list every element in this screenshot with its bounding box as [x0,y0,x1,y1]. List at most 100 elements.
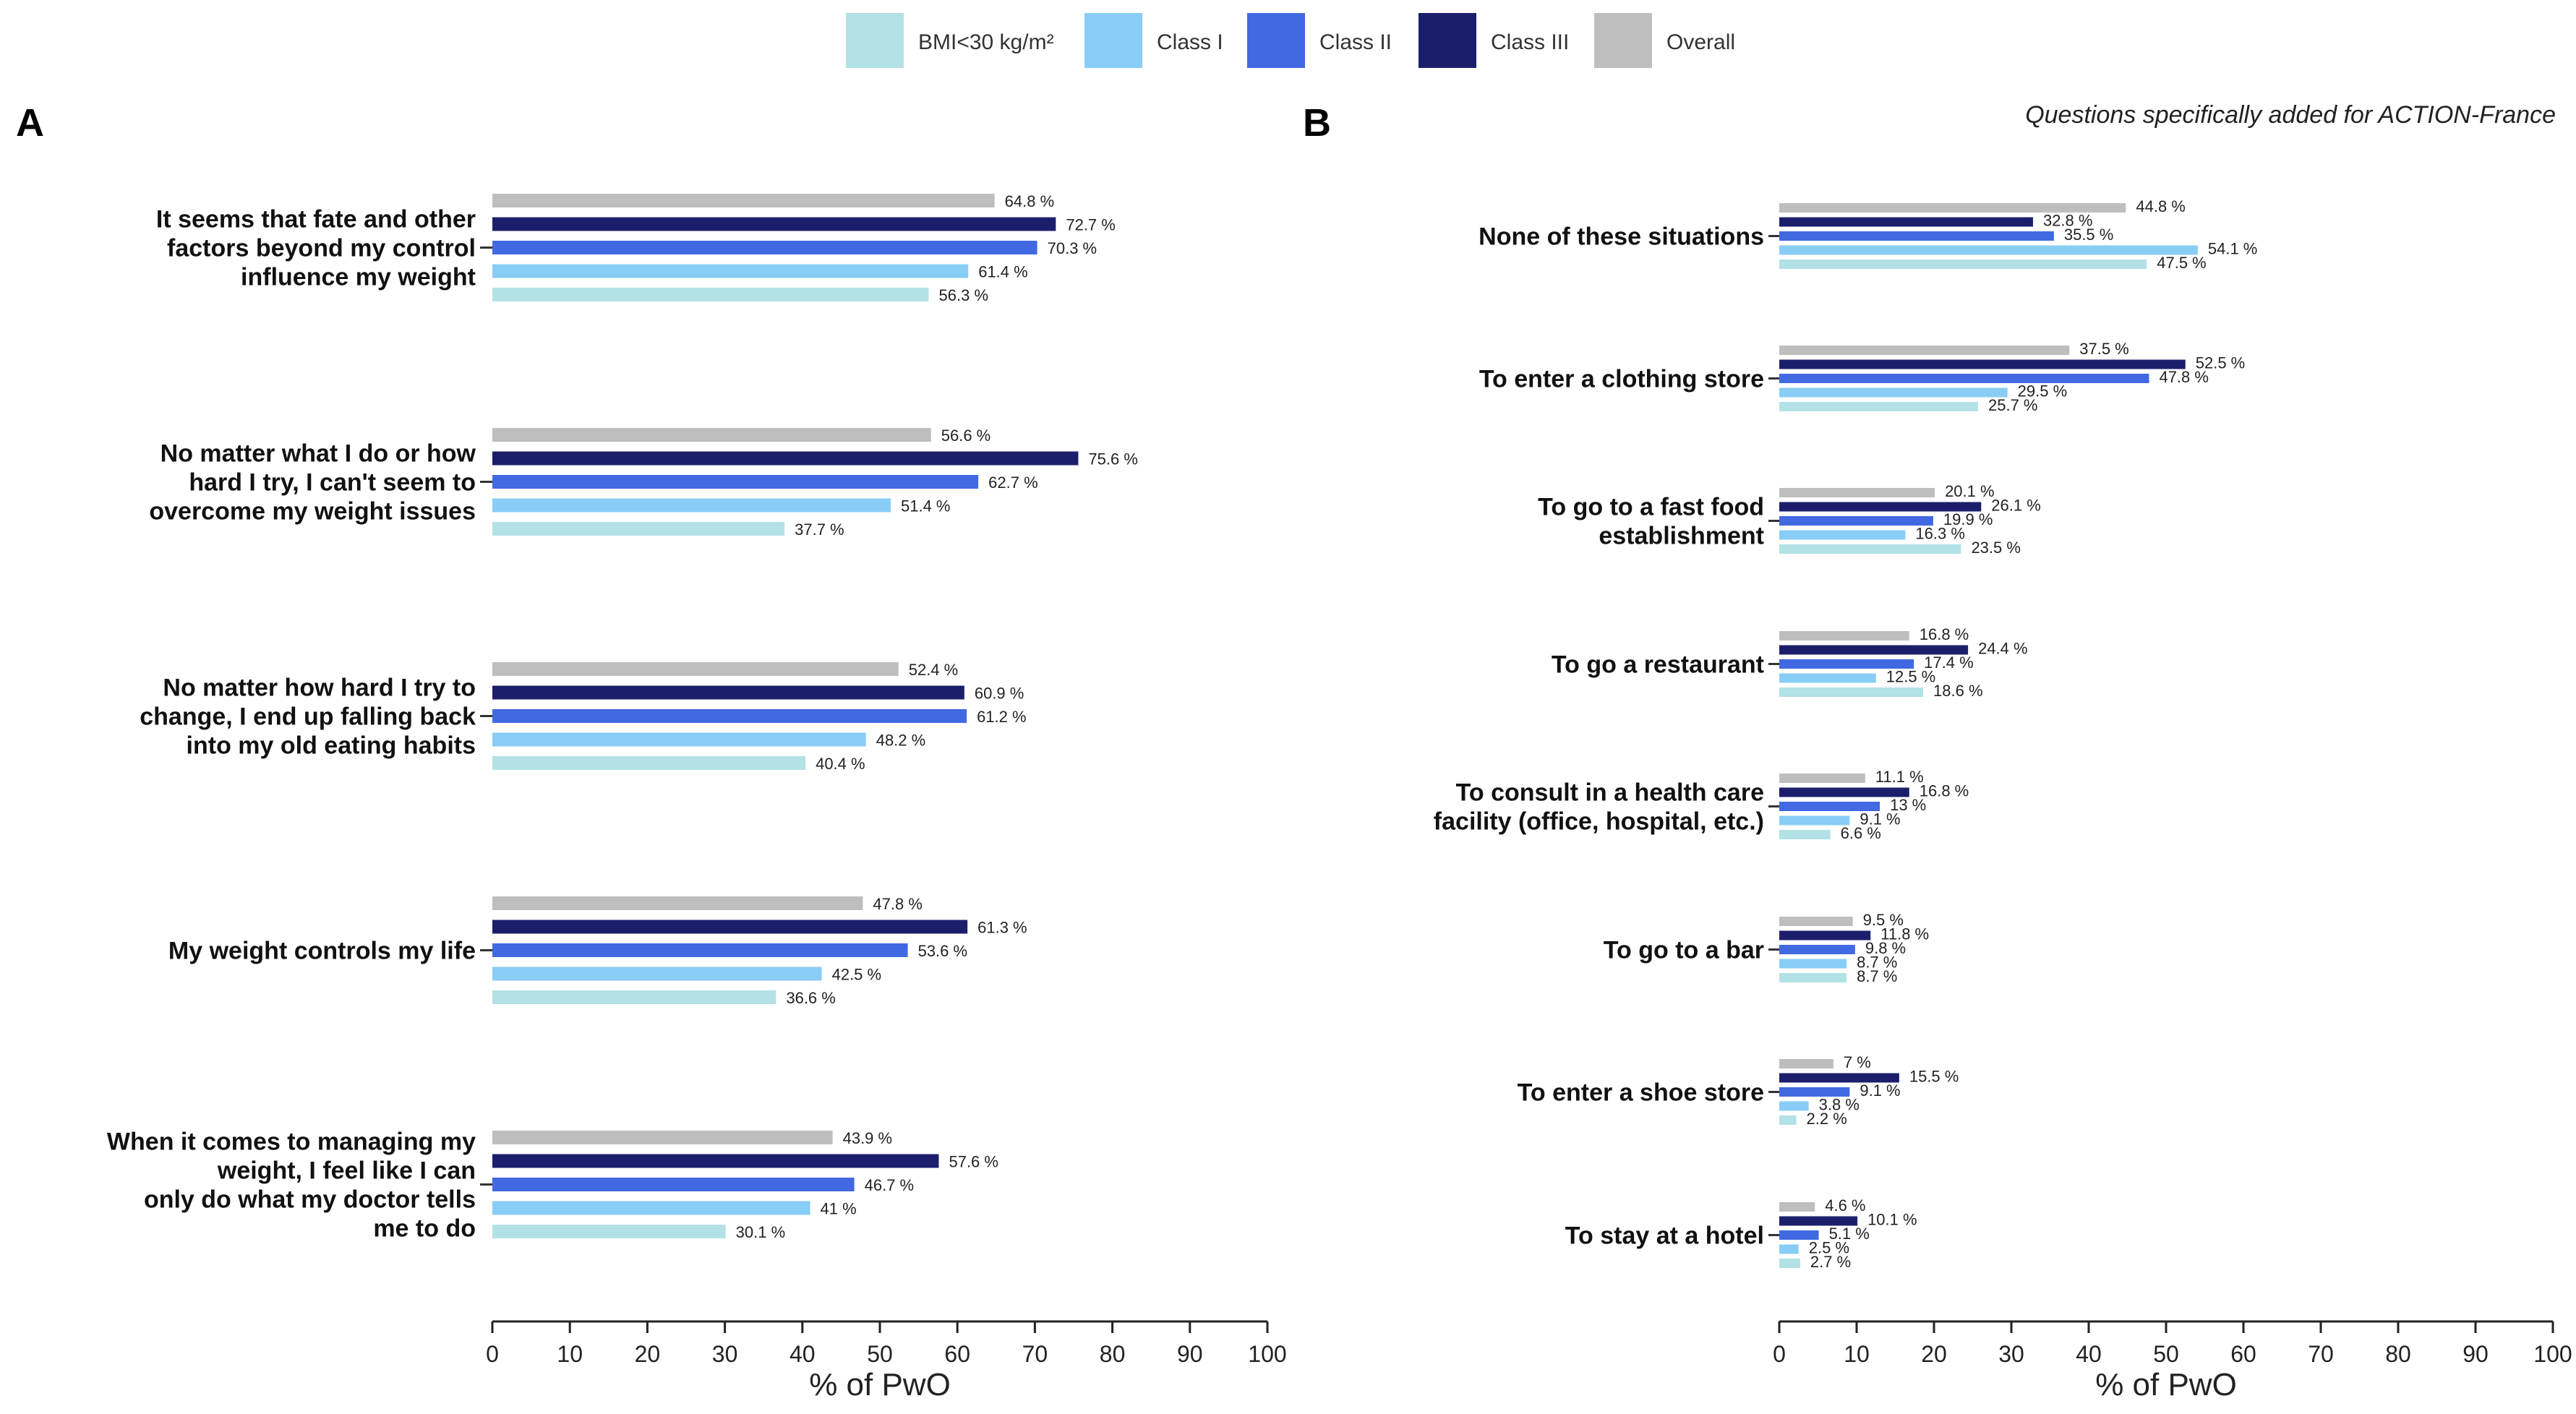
panel-a-bar-overall [492,194,995,207]
panel-b-bar-overall [1779,1059,1833,1068]
panel-b-bar-class2 [1779,1230,1819,1240]
panel-a-value-label-overall: 64.8 % [1005,192,1055,210]
panel-a-bar-class2 [492,475,979,489]
panel-b-bar-class1 [1779,673,1876,683]
panel-a-bar-class1 [492,264,969,278]
panel-a-value-label-bmi_lt_30: 36.6 % [786,989,836,1007]
panel-b-bar-class3 [1779,359,2186,369]
panel-a-value-label-class1: 51.4 % [901,497,951,515]
panel-a-value-label-overall: 43.9 % [843,1129,893,1147]
panel-b-bar-bmi_lt_30 [1779,1259,1800,1268]
panel-a-bar-overall [492,1131,833,1144]
panel-a-category-label: me to do [373,1215,476,1243]
panel-b-category-label: None of these situations [1479,223,1764,251]
legend-label-class3: Class III [1491,30,1569,54]
panel-b-category-label: To go a restaurant [1552,651,1764,679]
panel-b-value-label-class2: 47.8 % [2159,368,2209,386]
panel-b-value-label-overall: 44.8 % [2136,197,2186,215]
panel-a-category-label: influence my weight [241,264,476,291]
panel-a-value-label-bmi_lt_30: 56.3 % [939,286,989,304]
panel-b-subtitle: Questions specifically added for ACTION-… [2025,101,2556,129]
panel-a-value-label-overall: 56.6 % [941,427,991,445]
panel-a-category-label: No matter how hard I try to [163,674,476,702]
panel-b-bar-class3 [1779,1073,1899,1083]
panel-a-value-label-class2: 62.7 % [988,474,1038,492]
panel-b-value-label-class3: 32.8 % [2043,212,2093,230]
panel-a-x-tick-label: 60 [944,1341,970,1367]
panel-a-category-label: It seems that fate and other [156,206,476,233]
panel-b-bar-bmi_lt_30 [1779,260,2147,269]
panel-b-bar-class1 [1779,1244,1799,1254]
panel-b-bar-class2 [1779,802,1880,811]
panel-b-bar-overall [1779,631,1909,640]
legend-swatch-overall [1594,13,1652,68]
panel-b-bar-class1 [1779,245,2198,255]
panel-a-bar-class3 [492,1154,939,1168]
panel-b-value-label-class3: 52.5 % [2196,354,2246,372]
panel-b-value-label-class1: 8.7 % [1857,954,1897,972]
panel-b-bar-class2 [1779,1087,1850,1097]
panel-a-bar-bmi_lt_30 [492,756,806,770]
panel-a-category-label: overcome my weight issues [149,498,476,526]
panel-a-value-label-class3: 72.7 % [1066,216,1116,234]
panel-b-bar-class1 [1779,387,2008,398]
panel-b-x-tick-label: 80 [2385,1341,2411,1367]
panel-a-x-tick-label: 100 [1248,1341,1286,1367]
panel-a-value-label-overall: 47.8 % [873,895,923,913]
panel-b-bar-bmi_lt_30 [1779,1115,1797,1125]
panel-a-value-label-bmi_lt_30: 37.7 % [795,520,844,539]
panel-b-value-label-class3: 11.8 % [1880,925,1929,943]
panel-a-bar-class3 [492,920,968,934]
panel-b-value-label-overall: 9.5 % [1863,911,1904,929]
panel-b-category-label: facility (office, hospital, etc.) [1434,808,1764,836]
panel-b-bar-bmi_lt_30 [1779,973,1847,982]
panel-a-category-label: only do what my doctor tells [144,1186,476,1214]
panel-b-value-label-overall: 7 % [1844,1053,1871,1071]
panel-a-value-label-class3: 60.9 % [975,685,1024,703]
panel-a-category-label: weight, I feel like I can [217,1157,476,1185]
panel-b-bar-class1 [1779,530,1906,540]
panel-b-value-label-bmi_lt_30: 8.7 % [1857,967,1897,985]
panel-a-x-tick-label: 90 [1177,1341,1203,1367]
panel-a-bar-bmi_lt_30 [492,990,776,1004]
panel-b-value-label-class3: 16.8 % [1920,782,1969,800]
panel-b-value-label-class1: 3.8 % [1819,1096,1860,1114]
panel-b-x-tick-label: 60 [2230,1341,2256,1367]
panel-b-bar-class1 [1779,1101,1809,1111]
panel-a-bar-bmi_lt_30 [492,1225,726,1238]
panel-b-bar-bmi_lt_30 [1779,687,1924,697]
panel-b-value-label-class2: 5.1 % [1829,1225,1870,1243]
panel-b-category-label: establishment [1599,523,1764,550]
panel-a-value-label-class2: 53.6 % [918,942,968,960]
panel-a-x-tick-label: 70 [1022,1341,1048,1367]
panel-b-value-label-bmi_lt_30: 47.5 % [2157,254,2207,272]
panel-a-value-label-class3: 61.3 % [977,919,1027,937]
panel-b-value-label-class1: 2.5 % [1809,1239,1849,1257]
panel-b-category-label: To go to a fast food [1538,494,1764,521]
panel-b: B Questions specifically added for ACTIO… [1303,101,2572,1402]
panel-a-bar-class1 [492,498,891,513]
panel-a-value-label-class2: 61.2 % [977,708,1027,726]
panel-b-bar-class3 [1779,787,1909,797]
panel-b-bar-class3 [1779,502,1982,512]
panel-a-value-label-class1: 41 % [821,1200,857,1218]
panel-b-category-label: To consult in a health care [1456,779,1764,807]
panel-a-category-label: When it comes to managing my [107,1128,476,1156]
panel-b-value-label-class3: 24.4 % [1978,640,2028,658]
panel-b-value-label-class1: 54.1 % [2208,240,2258,258]
panel-b-bar-bmi_lt_30 [1779,402,1978,411]
panel-a-x-tick-label: 80 [1100,1341,1126,1367]
panel-a-bar-class2 [492,709,967,723]
panel-b-value-label-class3: 26.1 % [1991,497,2041,515]
panel-a-value-label-class2: 46.7 % [865,1176,915,1194]
panel-b-value-label-class1: 29.5 % [2018,382,2068,400]
panel-b-value-label-bmi_lt_30: 2.2 % [1807,1110,1847,1128]
panel-b-x-tick-label: 10 [1844,1341,1870,1367]
panel-a-category-label: hard I try, I can't seem to [189,469,476,497]
panel-a-x-tick-label: 10 [557,1341,583,1367]
legend-label-class2: Class II [1319,30,1392,54]
panel-a-x-tick-label: 50 [867,1341,893,1367]
legend-swatch-class2 [1247,13,1305,68]
panel-a-bar-overall [492,428,931,442]
